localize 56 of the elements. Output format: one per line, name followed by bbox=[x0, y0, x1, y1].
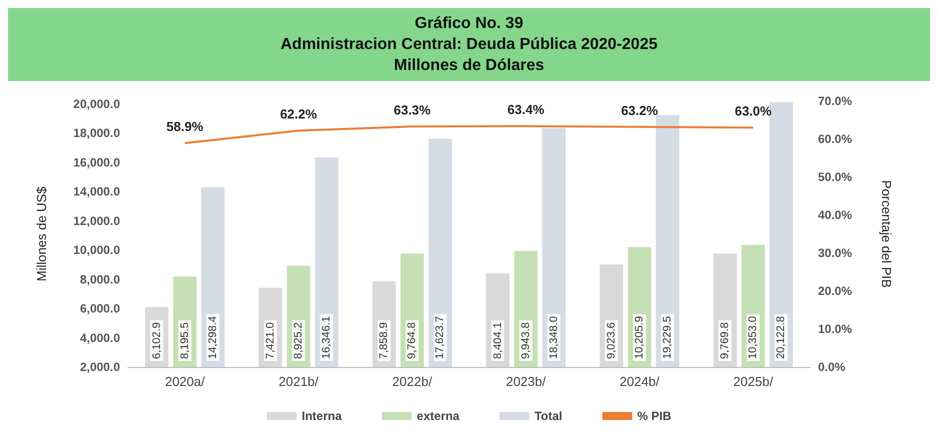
x-tick-label: 2020a/ bbox=[164, 374, 206, 389]
data-label: 17,623.7 bbox=[434, 316, 446, 359]
y2-tick-label: 0.0% bbox=[818, 360, 846, 374]
y2-tick-label: 50.0% bbox=[818, 170, 852, 184]
data-label: 10,353.0 bbox=[747, 316, 760, 359]
y-tick-label: 12,000.0 bbox=[73, 214, 120, 228]
data-label: 62.2% bbox=[280, 106, 318, 122]
data-label: 6,102.9 bbox=[150, 322, 163, 359]
x-tick-label: 2023b/ bbox=[506, 374, 546, 389]
y2-tick-label: 40.0% bbox=[818, 208, 852, 222]
y-tick-label: 2,000.0 bbox=[80, 360, 120, 374]
x-tick-label: 2025b/ bbox=[733, 374, 774, 389]
chart-subtitle: Administracion Central: Deuda Pública 2020-2025 Millones de Dólares bbox=[279, 35, 658, 76]
data-label: 9,769.8 bbox=[719, 322, 732, 359]
y-tick-label: 14,000.0 bbox=[73, 184, 120, 199]
y2-axis-title: Porcentaje del PIB bbox=[879, 180, 894, 288]
y-tick-label: 16,000.0 bbox=[73, 155, 120, 170]
y2-tick-label: 30.0% bbox=[818, 246, 852, 260]
data-label: 18,348.0 bbox=[548, 316, 560, 359]
y-tick-label: 20,000.0 bbox=[73, 96, 120, 111]
data-label: 9,943.8 bbox=[520, 322, 532, 359]
data-label: 8,195.5 bbox=[178, 322, 191, 359]
y-tick-label: 6,000.0 bbox=[80, 302, 120, 316]
y2-tick-label: 20.0% bbox=[818, 284, 852, 298]
data-label: 8,404.1 bbox=[492, 322, 504, 359]
y2-tick-label: 10.0% bbox=[818, 322, 852, 336]
y-tick-label: 18,000.0 bbox=[73, 126, 120, 140]
data-label: 8,925.2 bbox=[292, 322, 304, 359]
legend-label: % PIB bbox=[637, 409, 672, 423]
legend-label: Interna bbox=[302, 409, 342, 423]
data-label: 63.4% bbox=[507, 102, 545, 118]
data-label: 58.9% bbox=[166, 119, 204, 134]
y-axis-title: Millones de US$ bbox=[34, 186, 49, 282]
data-label: 63.3% bbox=[394, 102, 432, 118]
data-label: 16,346.1 bbox=[320, 316, 333, 359]
data-label: 20,122.8 bbox=[775, 316, 788, 359]
data-label: 10,205.9 bbox=[634, 316, 646, 359]
x-tick-label: 2022b/ bbox=[392, 374, 432, 389]
data-label: 7,858.9 bbox=[378, 322, 390, 359]
x-tick-label: 2021b/ bbox=[278, 374, 319, 389]
data-label: 19,229.5 bbox=[662, 316, 674, 359]
chart-title: Gráfico No. 39 bbox=[414, 14, 524, 34]
legend-label: externa bbox=[416, 409, 460, 423]
data-label: 7,421.0 bbox=[264, 322, 276, 359]
legend-label: Total bbox=[534, 409, 562, 423]
y2-tick-label: 70.0% bbox=[818, 94, 852, 108]
data-label: 9,023.6 bbox=[605, 322, 618, 359]
data-label: 63.2% bbox=[621, 102, 658, 118]
data-label: 63.0% bbox=[734, 104, 772, 119]
y-tick-label: 10,000.0 bbox=[73, 243, 120, 258]
data-label: 14,298.4 bbox=[206, 316, 219, 359]
y2-tick-label: 60.0% bbox=[818, 132, 852, 146]
data-label: 9,764.8 bbox=[406, 322, 418, 359]
x-tick-label: 2024b/ bbox=[620, 374, 660, 389]
y-tick-label: 4,000.0 bbox=[80, 330, 120, 345]
y-tick-label: 8,000.0 bbox=[80, 272, 120, 286]
